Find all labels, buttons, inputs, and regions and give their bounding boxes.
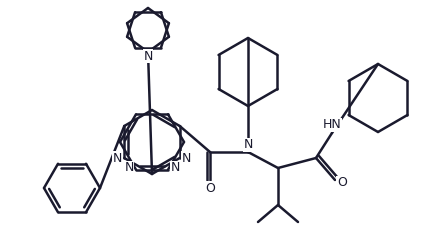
Text: N: N bbox=[243, 138, 253, 152]
Text: N: N bbox=[182, 152, 192, 164]
Text: O: O bbox=[337, 177, 347, 189]
Text: N: N bbox=[143, 50, 153, 62]
Text: N: N bbox=[170, 161, 180, 174]
Text: HN: HN bbox=[323, 119, 341, 131]
Text: N: N bbox=[124, 161, 134, 174]
Text: O: O bbox=[205, 182, 215, 194]
Text: N: N bbox=[113, 152, 122, 164]
